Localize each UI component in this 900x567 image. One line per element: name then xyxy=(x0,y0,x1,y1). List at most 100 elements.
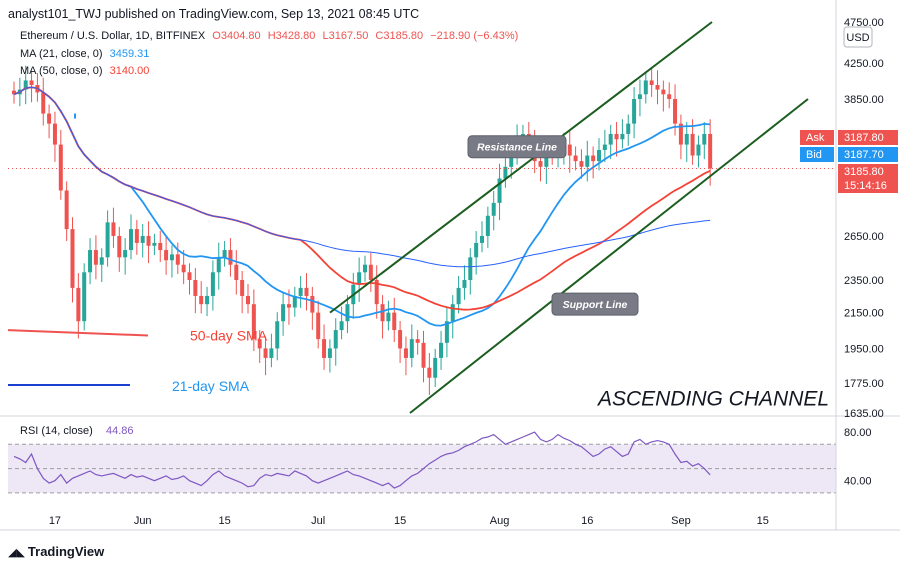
candle-body xyxy=(304,287,309,296)
annotations: Resistance Line Support Line 50-day SMA 21-… xyxy=(7,21,829,414)
candle-body xyxy=(12,90,16,95)
candle xyxy=(181,249,186,285)
channel-title: ASCENDING CHANNEL xyxy=(596,388,829,411)
candle xyxy=(134,220,139,255)
close-value: C3185.80 xyxy=(375,30,424,42)
candle-body xyxy=(234,264,239,281)
candle xyxy=(12,81,16,104)
candle-body xyxy=(637,94,642,100)
candle-body xyxy=(649,80,654,86)
candle xyxy=(99,248,104,282)
time-tick-label: Jul xyxy=(311,515,325,527)
candle-body xyxy=(386,312,391,322)
candle xyxy=(175,242,180,275)
candle xyxy=(678,114,683,160)
rsi-tick-label: 80.00 xyxy=(844,427,872,439)
candle xyxy=(380,295,385,339)
price-tick-label: 4250.00 xyxy=(844,58,884,70)
candle xyxy=(222,241,227,267)
tradingview-logo-icon: ◢◣ xyxy=(8,547,25,559)
candle xyxy=(292,286,297,317)
price-tag-value-bg xyxy=(838,164,898,179)
candle xyxy=(480,221,484,253)
level-line-red xyxy=(7,329,149,337)
price-tick-label: 2350.00 xyxy=(844,275,884,287)
candle xyxy=(164,235,169,275)
price-tag: 15:14:16 xyxy=(838,178,898,193)
candle-body xyxy=(47,113,52,124)
candle-body xyxy=(327,348,332,358)
candle-body xyxy=(702,133,707,145)
candle-body xyxy=(398,330,403,349)
candle-body xyxy=(23,80,28,90)
rsi-legend-label: RSI (14, close) xyxy=(20,425,93,437)
candle xyxy=(23,65,28,105)
support-trendline xyxy=(409,98,809,414)
candle-body xyxy=(175,254,180,265)
candle-body xyxy=(585,155,590,167)
candle xyxy=(240,270,245,314)
candle-body xyxy=(275,321,280,349)
price-tag-value: 15:14:16 xyxy=(844,180,887,192)
candle-body xyxy=(509,150,514,167)
low-value: L3167.50 xyxy=(322,30,369,42)
candle-body xyxy=(169,254,174,261)
candle xyxy=(661,80,666,112)
candle-body xyxy=(181,264,186,273)
candle-body xyxy=(597,150,601,162)
candle-body xyxy=(491,202,496,216)
candle-body xyxy=(310,295,315,313)
candle-body xyxy=(134,229,139,243)
candle xyxy=(649,68,654,97)
price-tag-value: 3187.70 xyxy=(844,149,884,161)
candle-body xyxy=(240,280,245,296)
candle-body xyxy=(152,242,157,246)
price-pane xyxy=(0,22,900,417)
time-tick-label: 15 xyxy=(757,515,769,527)
resistance-callout-box xyxy=(467,135,567,159)
candle xyxy=(468,248,473,295)
candle xyxy=(281,292,286,336)
candle-body xyxy=(403,348,408,358)
candle xyxy=(444,306,449,358)
candle xyxy=(169,245,174,278)
price-tick-label: 4750.00 xyxy=(844,17,884,29)
candle xyxy=(146,221,151,264)
candle xyxy=(88,238,93,285)
candle-body xyxy=(673,99,678,124)
candle-body xyxy=(643,80,648,95)
candle-body xyxy=(427,367,432,378)
candle-body xyxy=(140,235,145,243)
price-tag: Bid 3187.70 xyxy=(800,147,898,162)
candle xyxy=(339,306,344,340)
ma21-annotation: 21-day SMA xyxy=(172,378,250,394)
price-tag: 3185.80 xyxy=(838,164,898,179)
candle-body xyxy=(485,215,490,236)
candle-body xyxy=(357,272,362,285)
candle-body xyxy=(199,295,204,305)
candle-body xyxy=(88,250,93,273)
price-tick-label: 2650.00 xyxy=(844,231,884,243)
candle xyxy=(702,122,707,160)
candle xyxy=(269,333,274,368)
candle xyxy=(368,252,373,292)
candle xyxy=(386,300,391,331)
candle-body xyxy=(164,250,169,261)
candle xyxy=(275,312,280,361)
candle xyxy=(216,242,221,290)
price-tag-value-bg xyxy=(838,178,898,193)
candle xyxy=(374,265,379,319)
candle-body xyxy=(380,304,385,322)
candle-body xyxy=(684,133,689,145)
price-tag-label-bg xyxy=(800,147,834,162)
open-value: O3404.80 xyxy=(212,30,261,42)
candle xyxy=(602,129,607,162)
candle-body xyxy=(374,280,379,305)
candle-body xyxy=(228,250,233,265)
candle-body xyxy=(573,155,578,162)
candle-body xyxy=(316,312,321,340)
candle-body xyxy=(415,339,420,343)
candle-body xyxy=(76,287,81,322)
candle-body xyxy=(450,304,455,322)
